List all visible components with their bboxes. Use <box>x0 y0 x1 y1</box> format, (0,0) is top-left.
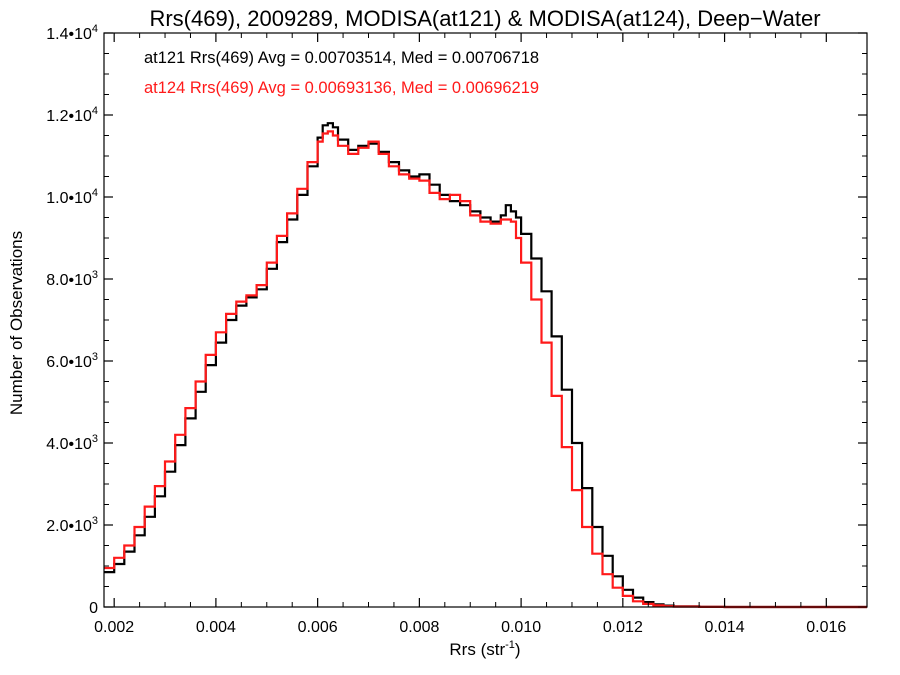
y-tick-label: 8.0•103 <box>46 269 98 289</box>
x-tick-label: 0.010 <box>501 619 541 636</box>
y-tick-label: 2.0•103 <box>46 515 98 535</box>
series-line-at124 <box>104 130 867 609</box>
y-tick-label: 1.0•104 <box>46 187 98 207</box>
x-tick-label: 0.006 <box>298 619 338 636</box>
chart-title: Rrs(469), 2009289, MODISA(at121) & MODIS… <box>149 6 820 31</box>
y-tick-label: 0 <box>89 600 98 617</box>
legend-stat-at124: at124 Rrs(469) Avg = 0.00693136, Med = 0… <box>144 79 539 97</box>
legend-stat-at121: at121 Rrs(469) Avg = 0.00703514, Med = 0… <box>144 49 539 67</box>
ticks-layer: 0.002 0.004 0.006 0.008 0.010 0.012 0.014 0.016… <box>46 23 867 636</box>
x-tick-label: 0.014 <box>705 619 745 636</box>
x-axis-label: Rrs (str-1) <box>449 639 520 659</box>
x-tick-label: 0.004 <box>196 619 236 636</box>
y-tick-label: 4.0•103 <box>46 433 98 453</box>
axes-layer <box>103 32 868 608</box>
y-tick-label: 1.4•104 <box>46 23 98 43</box>
x-tick-label: 0.012 <box>603 619 643 636</box>
y-tick-label: 6.0•103 <box>46 351 98 371</box>
x-axis-label-text: Rrs (str <box>449 640 505 659</box>
x-axis-label-sup: -1 <box>505 639 515 651</box>
series-line-at121 <box>104 122 867 609</box>
x-axis-label-close: ) <box>515 640 521 659</box>
x-tick-label: 0.016 <box>806 619 846 636</box>
series-layer <box>104 122 867 609</box>
y-tick-label: 1.2•104 <box>46 105 98 125</box>
x-tick-label: 0.002 <box>94 619 134 636</box>
y-axis-label: Number of Observations <box>7 231 26 415</box>
plot-frame <box>103 32 868 608</box>
x-tick-label: 0.008 <box>399 619 439 636</box>
